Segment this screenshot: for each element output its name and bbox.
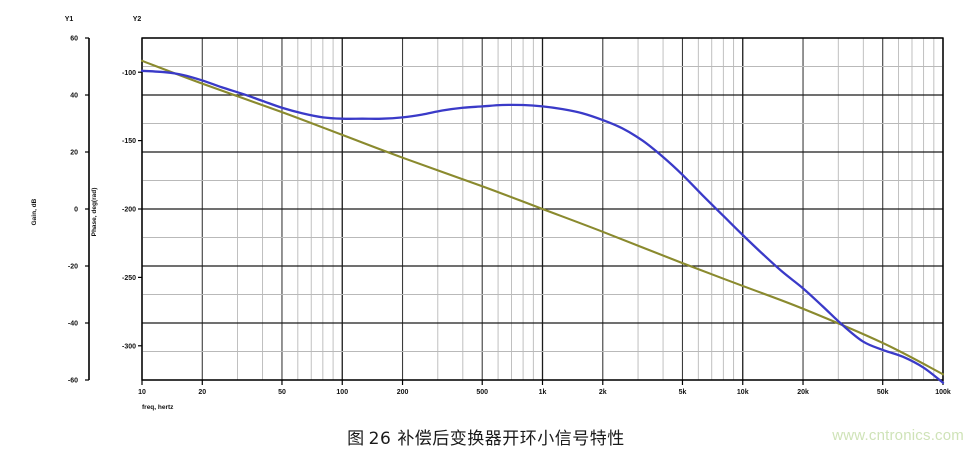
site-watermark: www.cntronics.com [832,427,964,444]
frequency-tick-label: 100k [935,389,951,396]
gain-curve [140,59,945,376]
gain-tick-label: -40 [68,321,78,328]
gain-tick-label: -60 [68,378,78,385]
phase-tick-label: -250 [122,275,136,282]
caption-text: 补偿后变换器开环小信号特性 [397,429,625,449]
figure-caption: 图 26 补偿后变换器开环小信号特性 [0,424,972,449]
gain-axis-tick-labels: 60 40 20 0 -20 -40 -60 [68,36,78,385]
frequency-tick-label: 200 [397,389,409,396]
gain-tick-label: 20 [70,150,78,157]
gain-tick-label: 60 [70,36,78,43]
gain-tick-label: -20 [68,264,78,271]
gain-tick-label: 0 [74,207,78,214]
frequency-tick-label: 20 [198,389,206,396]
frequency-tick-label: 1k [539,389,547,396]
frequency-tick-label: 50 [278,389,286,396]
frequency-tick-label: 2k [599,389,607,396]
phase-curve [140,69,945,384]
phase-tick-label: -300 [122,343,136,350]
phase-axis-ticks [138,71,142,347]
phase-tick-label: -100 [122,70,136,77]
frequency-tick-label: 10 [138,389,146,396]
frequency-tick-label: 5k [679,389,687,396]
frequency-axis-tick-labels: 10 20 50 100 200 500 1k 2k 5k 10k 20k 50k 100k [138,389,951,396]
gain-axis-title: Gain, dB [31,198,38,225]
frequency-axis-title: freq, hertz [142,404,174,411]
frequency-tick-label: 10k [737,389,749,396]
y1-axis-label: Y1 [65,16,74,23]
gain-axis-ticks [85,37,89,381]
phase-tick-label: -200 [122,207,136,214]
phase-axis-title: Phase, deg(rad) [91,188,98,237]
caption-prefix: 图 [347,429,365,449]
phase-axis-tick-labels: -100 -150 -200 -250 -300 [122,70,136,351]
frequency-tick-label: 20k [797,389,809,396]
gain-tick-label: 40 [70,93,78,100]
y2-axis-label: Y2 [133,16,142,23]
frequency-axis-ticks [141,380,944,385]
caption-number: 26 [368,429,392,449]
frequency-tick-label: 50k [877,389,889,396]
phase-tick-label: -150 [122,138,136,145]
frequency-tick-label: 500 [476,389,488,396]
frequency-tick-label: 100 [336,389,348,396]
